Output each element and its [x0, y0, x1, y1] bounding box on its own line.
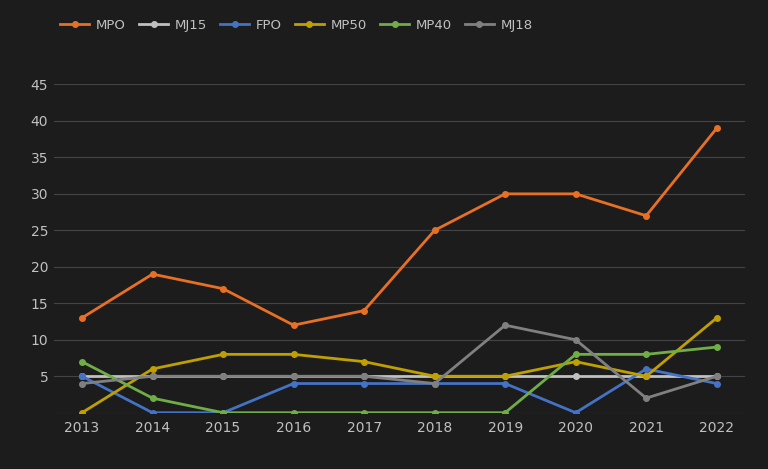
- MP40: [289, 410, 298, 416]
- MJ18: [289, 373, 298, 379]
- MJ15: [641, 373, 650, 379]
- MPO: [430, 227, 439, 233]
- MPO: [571, 191, 581, 197]
- FPO: [712, 381, 721, 386]
- MP50: [148, 366, 157, 372]
- MJ18: [641, 395, 650, 401]
- MP50: [359, 359, 369, 364]
- MPO: [148, 271, 157, 277]
- MJ15: [571, 373, 581, 379]
- MP40: [430, 410, 439, 416]
- MP40: [501, 410, 510, 416]
- MP40: [712, 344, 721, 350]
- FPO: [501, 381, 510, 386]
- MPO: [289, 322, 298, 328]
- MJ18: [78, 381, 87, 386]
- MJ18: [148, 373, 157, 379]
- Line: FPO: FPO: [79, 366, 720, 416]
- MP40: [78, 359, 87, 364]
- MP40: [359, 410, 369, 416]
- FPO: [571, 410, 581, 416]
- MP40: [571, 352, 581, 357]
- MP50: [289, 352, 298, 357]
- MPO: [501, 191, 510, 197]
- MPO: [78, 315, 87, 321]
- Line: MP50: MP50: [79, 315, 720, 416]
- MPO: [359, 308, 369, 313]
- MJ15: [148, 373, 157, 379]
- FPO: [359, 381, 369, 386]
- MP50: [218, 352, 227, 357]
- MP50: [78, 410, 87, 416]
- MJ15: [359, 373, 369, 379]
- MJ15: [78, 373, 87, 379]
- MJ15: [712, 373, 721, 379]
- FPO: [289, 381, 298, 386]
- MP50: [641, 373, 650, 379]
- FPO: [148, 410, 157, 416]
- MP50: [712, 315, 721, 321]
- MP40: [218, 410, 227, 416]
- MJ15: [289, 373, 298, 379]
- Line: MPO: MPO: [79, 125, 720, 328]
- MP50: [571, 359, 581, 364]
- MPO: [218, 286, 227, 292]
- MJ15: [501, 373, 510, 379]
- MJ18: [218, 373, 227, 379]
- MJ15: [430, 373, 439, 379]
- Line: MJ15: MJ15: [79, 373, 720, 379]
- FPO: [430, 381, 439, 386]
- FPO: [218, 410, 227, 416]
- MPO: [641, 213, 650, 219]
- Legend: MPO, MJ15, FPO, MP50, MP40, MJ18: MPO, MJ15, FPO, MP50, MP40, MJ18: [61, 19, 533, 32]
- MJ18: [359, 373, 369, 379]
- MP40: [148, 395, 157, 401]
- MP50: [430, 373, 439, 379]
- FPO: [641, 366, 650, 372]
- FPO: [78, 373, 87, 379]
- MP40: [641, 352, 650, 357]
- Line: MP40: MP40: [79, 344, 720, 416]
- MJ18: [430, 381, 439, 386]
- MJ18: [501, 322, 510, 328]
- MJ15: [218, 373, 227, 379]
- MJ18: [712, 373, 721, 379]
- MJ18: [571, 337, 581, 342]
- Line: MJ18: MJ18: [79, 322, 720, 401]
- MPO: [712, 125, 721, 131]
- MP50: [501, 373, 510, 379]
